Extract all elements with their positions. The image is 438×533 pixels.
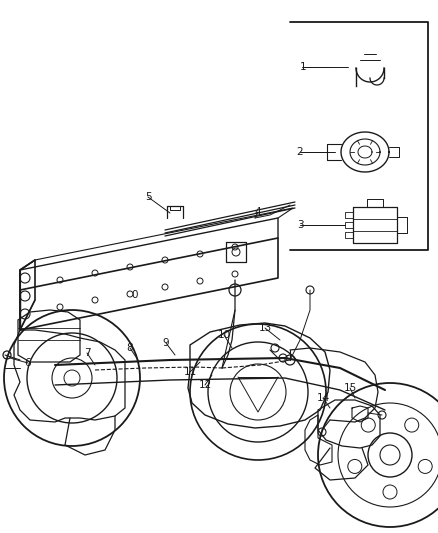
Text: 14: 14 bbox=[316, 393, 330, 403]
Text: 9: 9 bbox=[162, 338, 170, 348]
Text: 2: 2 bbox=[297, 147, 303, 157]
Text: 7: 7 bbox=[84, 348, 90, 358]
Text: 4: 4 bbox=[254, 207, 261, 217]
Text: 10: 10 bbox=[217, 330, 230, 340]
Text: 11: 11 bbox=[184, 367, 197, 377]
Text: 3: 3 bbox=[297, 220, 303, 230]
Text: 1: 1 bbox=[300, 62, 306, 72]
Text: 0: 0 bbox=[132, 290, 138, 300]
Text: 8: 8 bbox=[127, 343, 133, 353]
Circle shape bbox=[348, 459, 362, 473]
Circle shape bbox=[405, 418, 419, 432]
Text: 12: 12 bbox=[198, 380, 212, 390]
Text: 13: 13 bbox=[258, 323, 272, 333]
Circle shape bbox=[383, 485, 397, 499]
Text: 15: 15 bbox=[343, 383, 357, 393]
Circle shape bbox=[361, 418, 375, 432]
Text: 6: 6 bbox=[25, 358, 31, 368]
Circle shape bbox=[418, 459, 432, 473]
Text: 5: 5 bbox=[145, 192, 151, 202]
